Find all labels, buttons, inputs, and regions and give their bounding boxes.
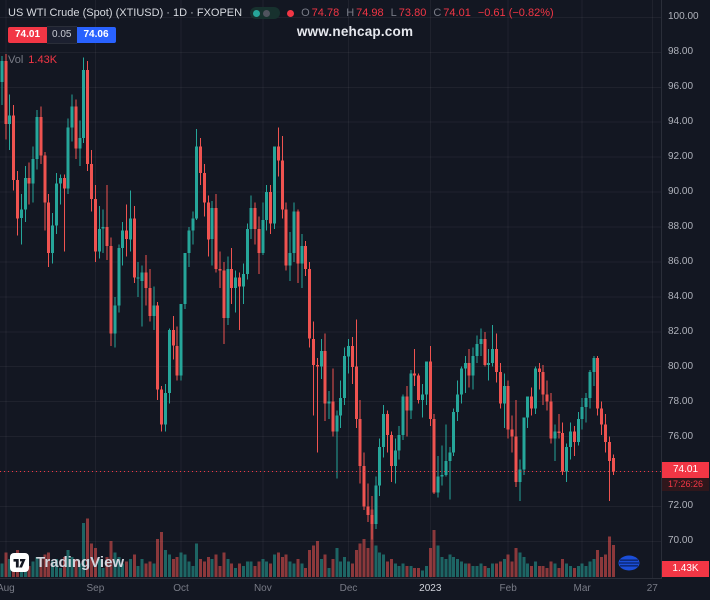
- time-axis[interactable]: Aug Sep Oct Nov Dec 2023 Feb Mar 27: [0, 578, 662, 600]
- broker-logo-icon: [618, 555, 640, 576]
- time-axis-label: Nov: [253, 583, 272, 594]
- alert-dot-icon: [287, 9, 295, 17]
- price-axis-label: 80.00: [668, 360, 694, 372]
- status-dot-gray-icon: [263, 9, 271, 17]
- price-axis-label: 76.00: [668, 430, 694, 442]
- chart-header: US WTI Crude (Spot) (XTIUSD) · 1D · FXOP…: [8, 7, 554, 66]
- high-value: 74.98: [356, 7, 384, 19]
- symbol-row: US WTI Crude (Spot) (XTIUSD) · 1D · FXOP…: [8, 7, 554, 19]
- bar-countdown: 17:26:26: [662, 478, 709, 492]
- price-axis[interactable]: 100.00 98.00 96.00 94.00 92.00 90.00 88.00 86.0…: [661, 0, 710, 578]
- low-label: L: [390, 7, 397, 19]
- market-status-icon[interactable]: [250, 7, 281, 19]
- ohlc-values: O 74.78 H 74.98 L 73.80 C 74.01 −0.61 (−0.82…: [294, 7, 554, 19]
- volume-value: 1.43K: [28, 54, 58, 66]
- price-axis-label: 96.00: [668, 81, 694, 93]
- last-price-badge: 74.01 17:26:26: [662, 462, 709, 492]
- price-axis-label: 70.00: [668, 535, 694, 547]
- price-axis-label: 86.00: [668, 255, 694, 267]
- close-value: 74.01: [443, 7, 471, 19]
- chart-pane[interactable]: www.nehcap.com US WTI Crude (Spot) (XTIU…: [0, 0, 662, 578]
- quote-row: 74.01 0.05 74.06: [8, 26, 554, 44]
- volume-indicator: Vol 1.43K: [8, 54, 554, 66]
- price-axis-label: 82.00: [668, 325, 694, 337]
- ask-badge[interactable]: 74.06: [76, 27, 116, 43]
- symbol-title[interactable]: US WTI Crude (Spot) (XTIUSD) · 1D · FXOP…: [8, 7, 243, 19]
- time-axis-label: Feb: [499, 583, 517, 594]
- spread-badge: 0.05: [47, 26, 77, 44]
- close-label: C: [433, 7, 442, 19]
- high-label: H: [346, 7, 355, 19]
- time-axis-label: Dec: [339, 583, 358, 594]
- last-price-value: 74.01: [662, 462, 709, 479]
- time-axis-label: Aug: [0, 583, 15, 594]
- change-value: −0.61 (−0.82%): [477, 7, 554, 19]
- price-axis-label: 78.00: [668, 395, 694, 407]
- price-axis-label: 92.00: [668, 151, 694, 163]
- time-axis-label: Sep: [86, 583, 105, 594]
- time-axis-label: Mar: [573, 583, 591, 594]
- low-value: 73.80: [398, 7, 427, 19]
- price-axis-label: 94.00: [668, 116, 694, 128]
- tradingview-label: TradingView: [36, 554, 125, 571]
- price-axis-label: 88.00: [668, 221, 694, 232]
- volume-label: Vol: [8, 54, 24, 66]
- price-axis-label: 98.00: [668, 46, 694, 58]
- bid-badge[interactable]: 74.01: [8, 27, 48, 43]
- tradingview-logo[interactable]: TradingView: [10, 553, 124, 572]
- price-chart-canvas[interactable]: [0, 0, 662, 578]
- time-axis-label: 27: [646, 583, 658, 594]
- price-axis-label: 84.00: [668, 290, 694, 302]
- volume-axis-badge: 1.43K: [662, 561, 709, 577]
- price-axis-label: 100.00: [668, 11, 699, 23]
- time-axis-label: Oct: [173, 583, 189, 594]
- tradingview-icon: [10, 553, 29, 572]
- price-axis-label: 72.00: [668, 500, 694, 512]
- price-axis-label: 90.00: [668, 186, 694, 198]
- open-value: 74.78: [311, 7, 340, 19]
- time-axis-label: 2023: [419, 583, 442, 594]
- status-dot-green-icon: [253, 9, 261, 17]
- open-label: O: [301, 7, 310, 19]
